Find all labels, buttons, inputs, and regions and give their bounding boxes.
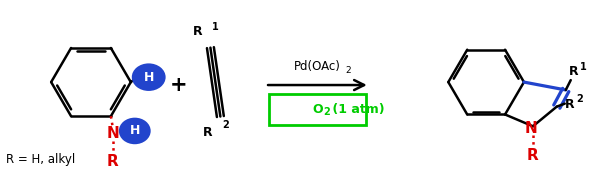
Ellipse shape	[132, 63, 166, 91]
Text: R: R	[565, 98, 574, 111]
Text: O: O	[312, 103, 323, 116]
Text: R = H, alkyl: R = H, alkyl	[7, 153, 76, 166]
Text: N: N	[106, 126, 119, 141]
Text: +: +	[170, 75, 187, 95]
Text: (1 atm): (1 atm)	[328, 103, 385, 116]
Text: R: R	[193, 25, 202, 38]
Text: 2: 2	[223, 120, 229, 131]
Text: N: N	[524, 121, 538, 136]
Text: 2: 2	[577, 94, 583, 104]
Text: Pd(OAc): Pd(OAc)	[294, 60, 341, 73]
Text: R: R	[527, 148, 539, 163]
Text: R: R	[569, 65, 578, 78]
Text: H: H	[130, 124, 140, 137]
Text: 1: 1	[580, 62, 586, 72]
Text: 2: 2	[345, 66, 351, 75]
Text: R: R	[107, 154, 119, 169]
Text: H: H	[143, 71, 154, 84]
Text: 1: 1	[212, 22, 219, 32]
Text: R: R	[203, 126, 212, 139]
Ellipse shape	[119, 118, 151, 144]
FancyBboxPatch shape	[269, 94, 365, 125]
Text: 2: 2	[323, 107, 330, 117]
